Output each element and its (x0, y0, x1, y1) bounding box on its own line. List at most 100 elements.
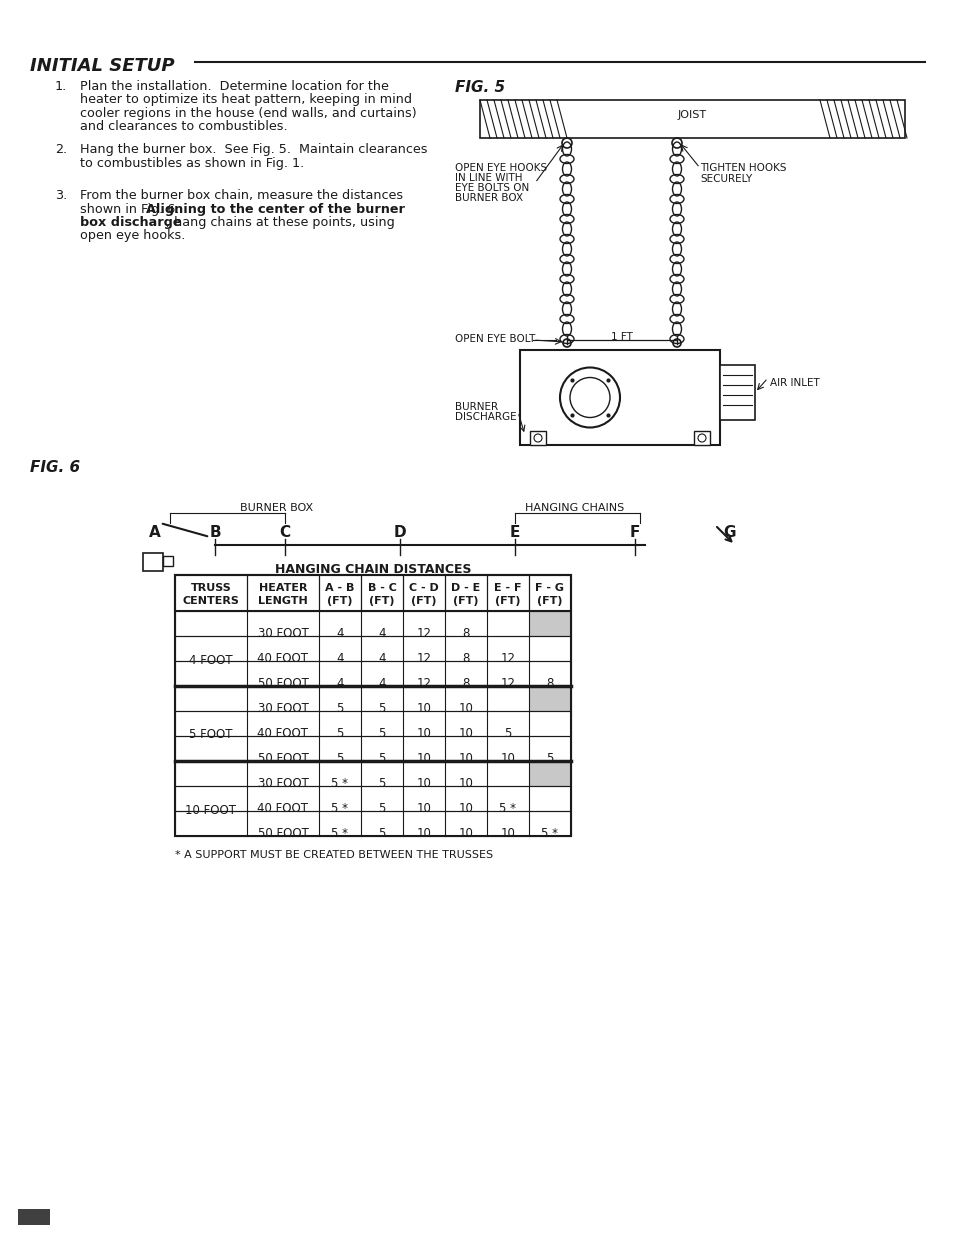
Text: 12: 12 (500, 677, 515, 690)
Bar (174, 811, 571, 836)
Text: 30 FOOT: 30 FOOT (257, 627, 308, 640)
Text: B: B (209, 525, 220, 540)
Text: 5 *: 5 * (499, 802, 516, 815)
Text: (FT): (FT) (327, 597, 353, 606)
Text: 5: 5 (378, 802, 385, 815)
Text: A - B: A - B (325, 583, 355, 593)
Text: 10: 10 (458, 802, 473, 815)
Text: box discharge: box discharge (80, 216, 181, 228)
Text: 10: 10 (458, 827, 473, 840)
Text: F: F (629, 525, 639, 540)
Text: 4: 4 (335, 677, 343, 690)
Text: 10: 10 (458, 701, 473, 715)
Text: 10: 10 (458, 777, 473, 790)
Text: G: G (723, 525, 736, 540)
Text: BURNER: BURNER (455, 403, 497, 412)
Text: (FT): (FT) (453, 597, 478, 606)
Text: 12: 12 (416, 677, 431, 690)
Text: B - C: B - C (367, 583, 396, 593)
Text: and clearances to combustibles.: and clearances to combustibles. (80, 121, 287, 133)
Text: 2.: 2. (55, 143, 67, 156)
Text: 4: 4 (377, 677, 385, 690)
Bar (174, 636, 571, 661)
Bar (163, 556, 172, 566)
Text: DISCHARGE: DISCHARGE (455, 412, 517, 422)
Text: SECURELY: SECURELY (700, 174, 752, 184)
Bar (174, 576, 571, 611)
Text: F - G: F - G (535, 583, 564, 593)
Text: HANGING CHAIN DISTANCES: HANGING CHAIN DISTANCES (274, 563, 471, 576)
Bar (174, 761, 571, 785)
Text: 5: 5 (378, 727, 385, 740)
Bar (174, 685, 571, 711)
Bar (720, 366, 754, 420)
Text: 10: 10 (416, 701, 431, 715)
Text: (FT): (FT) (495, 597, 520, 606)
Text: D - E: D - E (451, 583, 480, 593)
Text: 10: 10 (416, 752, 431, 764)
Text: C - D: C - D (409, 583, 438, 593)
Text: 5: 5 (378, 752, 385, 764)
Text: shown in Fig. 6.: shown in Fig. 6. (80, 203, 187, 215)
Bar (174, 611, 571, 636)
Text: open eye hooks.: open eye hooks. (80, 230, 185, 242)
Text: 10: 10 (458, 752, 473, 764)
Bar (174, 785, 571, 811)
Text: 10: 10 (500, 752, 515, 764)
Text: 8: 8 (546, 677, 553, 690)
Text: 3.: 3. (55, 189, 67, 203)
Text: FIG. 5: FIG. 5 (455, 80, 504, 95)
Text: From the burner box chain, measure the distances: From the burner box chain, measure the d… (80, 189, 403, 203)
Text: 50 FOOT: 50 FOOT (257, 677, 308, 690)
Text: 12: 12 (416, 627, 431, 640)
Text: 5: 5 (378, 827, 385, 840)
Bar (530, 431, 545, 445)
Text: 4: 4 (377, 652, 385, 664)
Text: AIR INLET: AIR INLET (769, 378, 819, 388)
Text: 5 *: 5 * (331, 802, 348, 815)
Text: 4: 4 (335, 652, 343, 664)
Text: Plan the installation.  Determine location for the: Plan the installation. Determine locatio… (80, 80, 389, 93)
Text: (FT): (FT) (537, 597, 562, 606)
Text: 40 FOOT: 40 FOOT (257, 727, 308, 740)
Text: A: A (149, 525, 161, 540)
Text: 4: 4 (335, 627, 343, 640)
Text: 5: 5 (504, 727, 511, 740)
Text: 5: 5 (336, 752, 343, 764)
Text: Hang the burner box.  See Fig. 5.  Maintain clearances: Hang the burner box. See Fig. 5. Maintai… (80, 143, 427, 156)
Text: OPEN EYE BOLT: OPEN EYE BOLT (455, 333, 535, 345)
Text: 10: 10 (416, 827, 431, 840)
Text: JOIST: JOIST (678, 110, 706, 120)
Text: 5: 5 (336, 727, 343, 740)
Text: 50 FOOT: 50 FOOT (257, 827, 308, 840)
Text: heater to optimize its heat pattern, keeping in mind: heater to optimize its heat pattern, kee… (80, 94, 412, 106)
Bar (174, 736, 571, 761)
Text: TRUSS: TRUSS (191, 583, 232, 593)
Bar (479, 100, 904, 138)
Text: 12: 12 (500, 652, 515, 664)
Text: 1.: 1. (55, 80, 67, 93)
Text: IN LINE WITH: IN LINE WITH (455, 173, 522, 183)
Text: (FT): (FT) (369, 597, 395, 606)
Text: 50 FOOT: 50 FOOT (257, 752, 308, 764)
Text: to combustibles as shown in Fig. 1.: to combustibles as shown in Fig. 1. (80, 157, 304, 169)
Bar (143, 553, 163, 571)
Text: 1 FT: 1 FT (611, 332, 632, 342)
Text: BURNER BOX: BURNER BOX (455, 193, 522, 203)
Text: 5 *: 5 * (331, 827, 348, 840)
Text: (FT): (FT) (411, 597, 436, 606)
Text: 10 FOOT: 10 FOOT (185, 804, 236, 816)
Bar (18, 1209, 50, 1225)
Text: 5 *: 5 * (541, 827, 558, 840)
Text: 5: 5 (546, 752, 553, 764)
Bar (529, 761, 571, 785)
Bar (529, 611, 571, 636)
Text: HEATER: HEATER (258, 583, 307, 593)
Text: 10: 10 (416, 802, 431, 815)
Text: C: C (279, 525, 291, 540)
Text: 10: 10 (416, 727, 431, 740)
Text: 10: 10 (416, 777, 431, 790)
Text: BURNER BOX: BURNER BOX (240, 503, 313, 513)
Text: 8: 8 (462, 652, 469, 664)
Text: 4: 4 (377, 627, 385, 640)
